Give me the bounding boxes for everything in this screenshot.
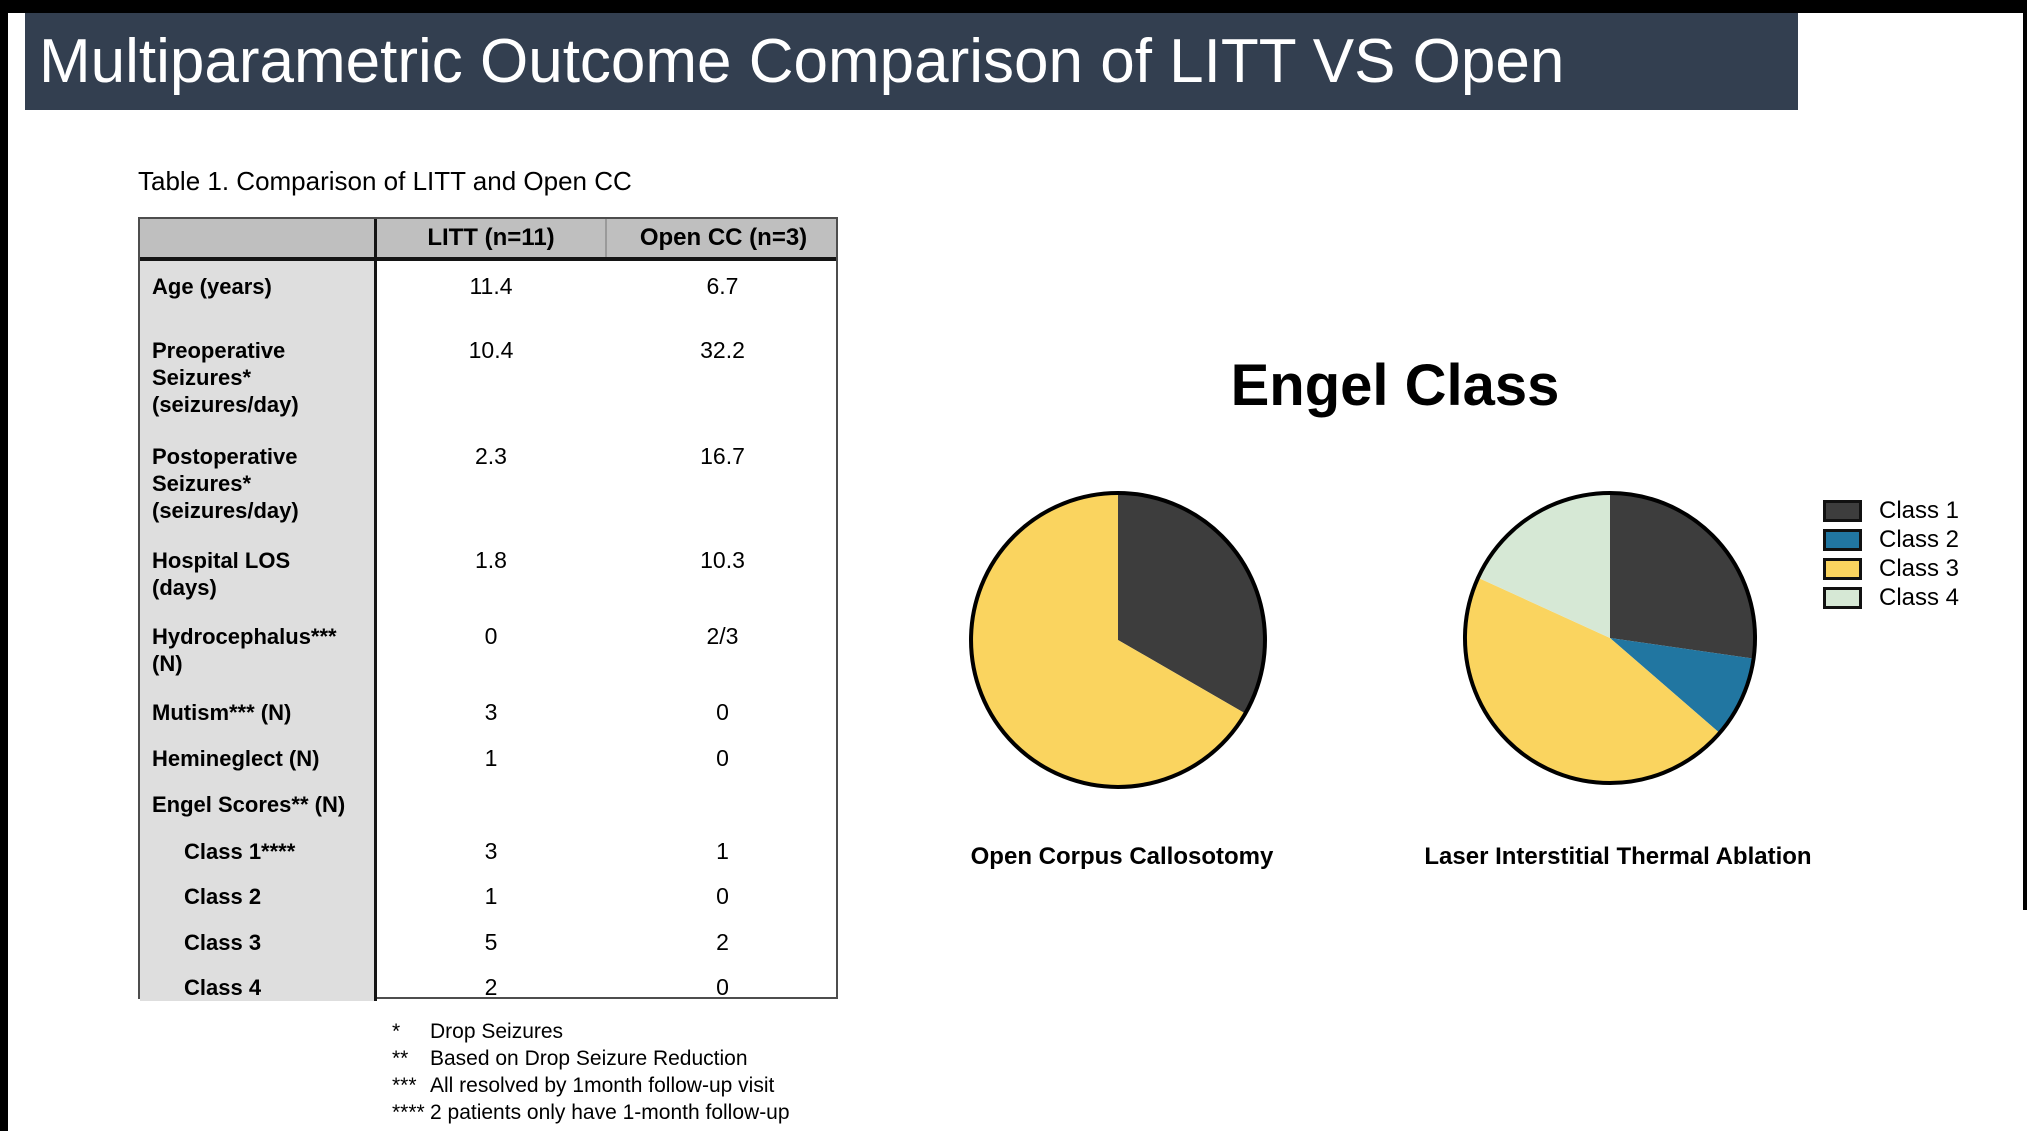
legend-item: Class 4 xyxy=(1823,583,1959,612)
legend-item: Class 1 xyxy=(1823,496,1959,525)
table-footnotes: * Drop Seizures ** Based on Drop Seizure… xyxy=(392,1018,790,1126)
table-row: Preoperative Seizures* (seizures/day) 10… xyxy=(140,325,836,431)
row-label: Class 3 xyxy=(140,917,374,962)
comparison-table: LITT (n=11) Open CC (n=3) Age (years) 11… xyxy=(138,217,838,1001)
footnote-text: All resolved by 1month follow-up visit xyxy=(430,1074,775,1097)
letterbox-right xyxy=(2023,0,2027,910)
footnote-marker: ** xyxy=(392,1047,409,1070)
row-label: Class 2 xyxy=(140,871,374,917)
legend-label: Class 1 xyxy=(1879,496,1960,524)
row-label: Preoperative Seizures* (seizures/day) xyxy=(140,325,374,431)
row-value-open-cc: 0 xyxy=(716,699,729,725)
row-value-litt: 1.8 xyxy=(374,535,605,611)
table-row: Mutism*** (N) 3 0 xyxy=(140,687,836,733)
footnote-text: Based on Drop Seizure Reduction xyxy=(430,1047,748,1070)
row-value-litt: 5 xyxy=(374,917,605,962)
row-value-litt: 2 xyxy=(374,962,605,1001)
table-row: Class 1**** 3 1 xyxy=(140,826,836,871)
table-row: Hemineglect (N) 1 0 xyxy=(140,733,836,779)
footnote-text: 2 patients only have 1-month follow-up xyxy=(430,1101,790,1124)
row-label: Hospital LOS (days) xyxy=(140,535,374,611)
pie-slice-class-3 xyxy=(1464,577,1720,784)
footnote: *** All resolved by 1month follow-up vis… xyxy=(392,1072,790,1099)
row-value-open-cc: 16.7 xyxy=(700,443,745,469)
legend-label: Class 4 xyxy=(1879,583,1960,611)
legend-label: Class 3 xyxy=(1879,554,1960,582)
row-value-litt: 11.4 xyxy=(374,261,605,325)
footnote-marker: *** xyxy=(392,1074,417,1097)
table-row: Class 2 1 0 xyxy=(140,871,836,917)
footnote-marker: * xyxy=(392,1020,401,1043)
legend-swatch-class-2 xyxy=(1823,528,1862,551)
chart-title: Engel Class xyxy=(1230,353,1560,418)
table-header-row: LITT (n=11) Open CC (n=3) xyxy=(140,219,836,261)
pie-outline xyxy=(969,491,1267,789)
footnote-marker: **** xyxy=(392,1101,425,1124)
pie-chart-litt xyxy=(1462,490,1758,786)
legend-swatch-class-1 xyxy=(1823,499,1862,522)
table-row: Age (years) 11.4 6.7 xyxy=(140,261,836,325)
chart-legend: Class 1 Class 2 Class 3 Class 4 xyxy=(1823,496,1959,612)
letterbox-left xyxy=(0,0,8,1131)
header-cell-empty xyxy=(140,219,374,257)
row-value-litt: 1 xyxy=(374,871,605,917)
table-caption: Table 1. Comparison of LITT and Open CC xyxy=(138,166,632,196)
table-row: Class 3 5 2 xyxy=(140,917,836,962)
footnote-text: Drop Seizures xyxy=(430,1020,564,1043)
row-value-open-cc: 0 xyxy=(716,745,729,771)
footnote: **** 2 patients only have 1-month follow… xyxy=(392,1099,790,1126)
pie-chart-open-cc xyxy=(969,491,1267,789)
legend-item: Class 3 xyxy=(1823,554,1959,583)
pie-label-litt: Laser Interstitial Thermal Ablation xyxy=(1424,843,1812,870)
pie-label-open-cc: Open Corpus Callosotomy xyxy=(970,843,1274,870)
row-value-open-cc xyxy=(605,779,840,826)
row-label: Age (years) xyxy=(140,261,374,325)
legend-swatch-class-4 xyxy=(1823,586,1862,609)
legend-item: Class 2 xyxy=(1823,525,1959,554)
row-label: Mutism*** (N) xyxy=(140,687,374,733)
pie-outline xyxy=(1462,490,1758,786)
row-value-open-cc: 1 xyxy=(716,838,729,864)
row-value-litt: 10.4 xyxy=(374,325,605,431)
row-value-open-cc: 10.3 xyxy=(700,547,745,573)
table-row: Hospital LOS (days) 1.8 10.3 xyxy=(140,535,836,611)
row-label: Hemineglect (N) xyxy=(140,733,374,779)
row-value-open-cc: 0 xyxy=(716,974,729,1000)
footnote: * Drop Seizures xyxy=(392,1018,790,1045)
pie-slice-class-1 xyxy=(1118,493,1265,714)
pie-slice-class-3 xyxy=(971,493,1246,787)
row-value-litt: 0 xyxy=(374,611,605,687)
row-label: Hydrocephalus*** (N) xyxy=(140,611,374,687)
legend-label: Class 2 xyxy=(1879,525,1960,553)
table-row: Class 4 2 0 xyxy=(140,962,836,1001)
header-cell-open-cc: Open CC (n=3) xyxy=(605,219,840,257)
row-value-litt: 3 xyxy=(374,687,605,733)
slide-title: Multiparametric Outcome Comparison of LI… xyxy=(39,27,1565,96)
pie-slice-class-1 xyxy=(1610,492,1756,659)
footnote: ** Based on Drop Seizure Reduction xyxy=(392,1045,790,1072)
row-label: Postoperative Seizures* (seizures/day) xyxy=(140,431,374,535)
letterbox-top xyxy=(0,0,2027,13)
header-cell-litt: LITT (n=11) xyxy=(374,219,605,257)
row-value-litt: 1 xyxy=(374,733,605,779)
legend-swatch-class-3 xyxy=(1823,557,1862,580)
row-value-litt: 3 xyxy=(374,826,605,871)
row-value-open-cc: 32.2 xyxy=(700,337,745,363)
row-label: Engel Scores** (N) xyxy=(140,779,374,826)
row-value-litt xyxy=(374,779,605,826)
row-label: Class 1**** xyxy=(140,826,374,871)
row-value-open-cc: 2/3 xyxy=(706,623,739,649)
table-row: Engel Scores** (N) xyxy=(140,779,836,826)
table-row: Postoperative Seizures* (seizures/day) 2… xyxy=(140,431,836,535)
row-value-litt: 2.3 xyxy=(374,431,605,535)
pie-slice-class-2 xyxy=(1610,638,1754,733)
row-value-open-cc: 2 xyxy=(716,929,729,955)
row-value-open-cc: 6.7 xyxy=(706,273,739,299)
row-value-open-cc: 0 xyxy=(716,883,729,909)
slide-title-banner: Multiparametric Outcome Comparison of LI… xyxy=(25,13,1798,110)
row-label: Class 4 xyxy=(140,962,374,1001)
pie-slice-class-4 xyxy=(1478,492,1610,638)
table-row: Hydrocephalus*** (N) 0 2/3 xyxy=(140,611,836,687)
